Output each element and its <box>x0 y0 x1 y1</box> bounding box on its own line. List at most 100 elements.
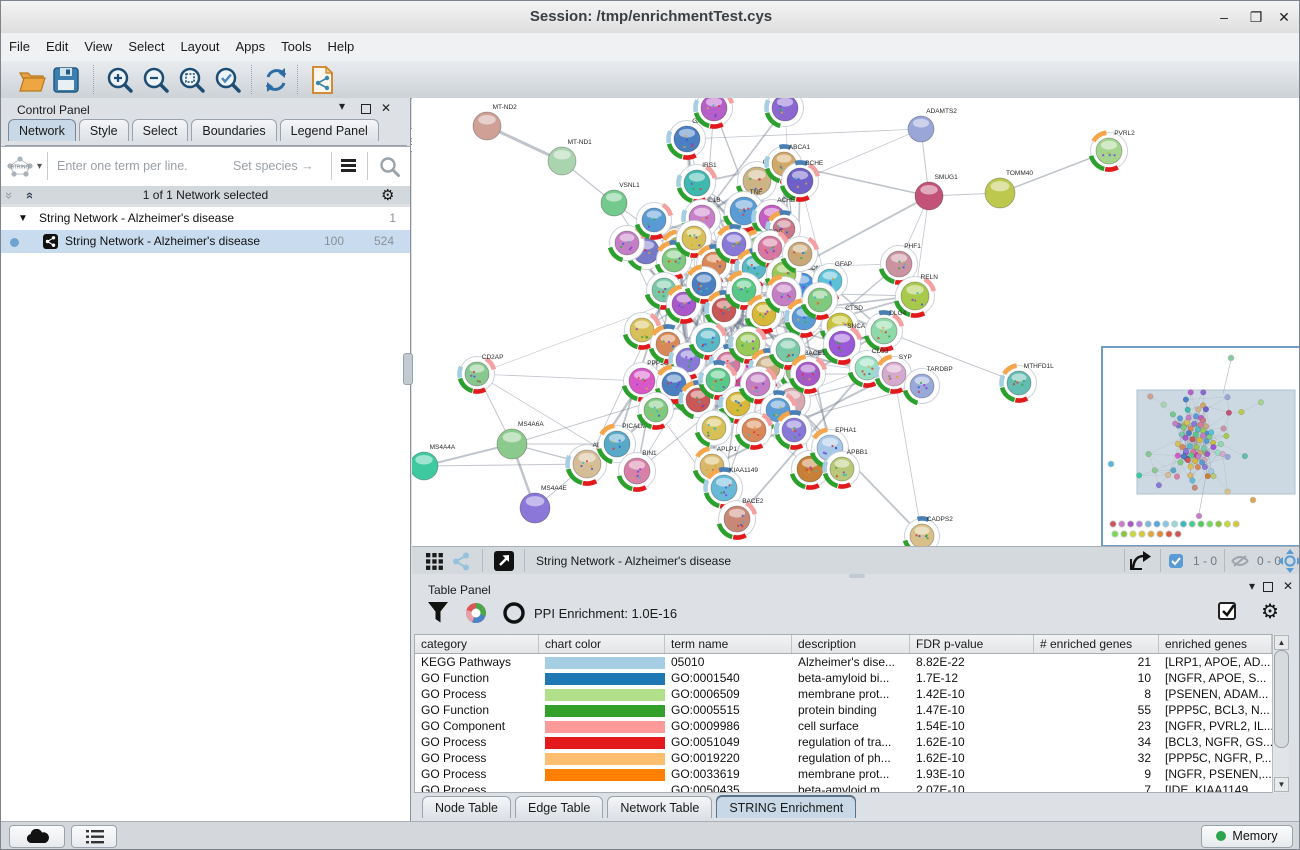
menu-edit[interactable]: Edit <box>45 39 69 54</box>
zoom-selected-icon[interactable] <box>213 65 243 95</box>
string-query-placeholder[interactable]: Enter one term per line. <box>57 159 188 173</box>
panel-float-menu-icon[interactable]: ▾ <box>1248 579 1255 593</box>
enrichment-row[interactable]: GO Process GO:0033619 membrane prot... 1.93… <box>415 766 1286 782</box>
network-node-TOMM40[interactable]: TOMM40 <box>984 170 1033 209</box>
network-node[interactable] <box>607 225 647 263</box>
panel-close-icon[interactable]: ✕ <box>381 101 392 115</box>
network-collection-row[interactable]: ▼ String Network - Alzheimer's disease 1 <box>1 207 410 230</box>
network-node-DLG4[interactable]: DLG4 <box>863 310 907 352</box>
panel-float-icon[interactable] <box>361 104 371 114</box>
scroll-down-arrow[interactable]: ▼ <box>1274 777 1289 792</box>
network-node-MS4A4A[interactable]: MS4A4A <box>409 444 456 481</box>
column-header-enriched-genes[interactable]: enriched genes <box>1159 635 1272 653</box>
network-node-APBB1[interactable]: APBB1 <box>822 449 869 489</box>
zoom-out-icon[interactable] <box>141 65 171 95</box>
panel-float-icon[interactable] <box>1263 582 1273 592</box>
tree-expander-icon[interactable]: ▼ <box>18 213 28 224</box>
panel-divider-grip[interactable] <box>403 353 413 385</box>
network-node-CADPS2[interactable]: CADPS2 <box>902 516 954 556</box>
network-node[interactable] <box>774 410 812 450</box>
network-node[interactable] <box>684 264 722 304</box>
task-list-button[interactable] <box>71 825 117 848</box>
menu-tools[interactable]: Tools <box>281 39 312 54</box>
tab-node-table[interactable]: Node Table <box>422 796 512 818</box>
network-node[interactable] <box>724 270 762 310</box>
pie-chart-icon[interactable] <box>464 601 488 625</box>
network-node[interactable] <box>688 322 728 360</box>
table-scrollbar[interactable]: ▲ ▼ <box>1272 634 1289 793</box>
menu-view[interactable]: View <box>84 39 113 54</box>
set-species-label[interactable]: Set species → <box>233 159 314 173</box>
column-header--enriched-genes[interactable]: # enriched genes <box>1034 635 1159 653</box>
ring-chart-icon[interactable] <box>502 601 526 625</box>
scroll-up-arrow[interactable]: ▲ <box>1274 635 1289 650</box>
string-menu-icon[interactable] <box>341 159 356 172</box>
network-canvas[interactable]: MT-ND2 MT-ND1 VSNL1 GAB2 ADAMTS2 PVRL2 SMUG1 TO… <box>409 89 1299 556</box>
network-row[interactable]: String Network - Alzheimer's disease 100… <box>1 230 410 253</box>
open-file-icon[interactable] <box>17 65 47 95</box>
network-node[interactable] <box>788 354 828 394</box>
enrichment-row[interactable]: GO Process GO:0019220 regulation of ph... 1… <box>415 750 1286 766</box>
tab-select[interactable]: Select <box>131 119 189 141</box>
network-node[interactable] <box>764 89 804 129</box>
column-header-fdr-p-value[interactable]: FDR p-value <box>910 635 1034 653</box>
enrichment-row[interactable]: GO Function GO:0005515 protein binding 1.47… <box>415 702 1286 718</box>
network-node[interactable] <box>636 392 674 430</box>
menu-file[interactable]: File <box>9 39 30 54</box>
memory-button[interactable]: Memory <box>1201 825 1293 848</box>
enrichment-row[interactable]: GO Process GO:0051049 regulation of tra...… <box>415 734 1286 750</box>
open-in-new-icon[interactable] <box>494 551 514 571</box>
enrichment-row[interactable]: KEGG Pathways 05010 Alzheimer's dise... 8.8… <box>415 654 1286 670</box>
string-search-icon[interactable] <box>379 156 401 178</box>
enrichment-row[interactable]: GO Function GO:0001540 beta-amyloid bi... 1… <box>415 670 1286 686</box>
network-node-VSNL1[interactable]: VSNL1 <box>600 182 640 217</box>
panel-float-menu-icon[interactable]: ▾ <box>339 99 346 113</box>
tab-network[interactable]: Network <box>8 119 76 141</box>
network-node-SNCA[interactable]: SNCA <box>821 323 866 365</box>
network-node-MT-ND1[interactable]: MT-ND1 <box>547 139 592 176</box>
menu-select[interactable]: Select <box>128 39 165 54</box>
tab-string-enrichment[interactable]: STRING Enrichment <box>716 796 857 818</box>
menu-layout[interactable]: Layout <box>180 39 220 54</box>
tab-edge-table[interactable]: Edge Table <box>515 796 604 818</box>
network-node[interactable] <box>694 410 732 448</box>
enrichment-row[interactable]: GO Process GO:0006509 membrane prot... 1.42… <box>415 686 1286 702</box>
network-node[interactable] <box>698 360 738 400</box>
column-header-term-name[interactable]: term name <box>665 635 792 653</box>
close-button[interactable]: ✕ <box>1278 9 1290 25</box>
network-node-PHF1[interactable]: PHF1 <box>878 243 922 285</box>
network-node-SMUG1[interactable]: SMUG1 <box>914 174 958 211</box>
zoom-fit-icon[interactable] <box>177 65 207 95</box>
network-node-TARDBP[interactable]: TARDBP <box>902 366 953 406</box>
panel-close-icon[interactable]: ✕ <box>1282 579 1293 593</box>
cloud-button[interactable] <box>9 825 65 848</box>
splitter-grip[interactable] <box>849 574 865 578</box>
network-node-TNF[interactable]: TNF <box>722 189 764 233</box>
share-network-icon[interactable] <box>452 552 470 571</box>
select-columns-icon[interactable] <box>1218 602 1239 623</box>
network-node-SYP[interactable]: SYP <box>874 354 912 394</box>
network-node-ADAMTS2[interactable]: ADAMTS2 <box>907 108 957 143</box>
network-node[interactable] <box>780 236 820 274</box>
save-icon[interactable] <box>51 65 81 95</box>
network-node[interactable] <box>693 89 735 129</box>
column-header-category[interactable]: category <box>415 635 539 653</box>
network-node-PICALM[interactable]: PICALM <box>596 423 647 465</box>
network-node-IRS1[interactable]: IRS1 <box>676 162 718 204</box>
network-node-GAB2[interactable]: GAB2 <box>666 118 710 160</box>
export-network-icon[interactable] <box>1129 550 1153 572</box>
network-options-gear-icon[interactable]: ⚙ <box>381 187 395 204</box>
enrichment-row[interactable]: GO Component GO:0009986 cell surface 1.54E-… <box>415 718 1286 734</box>
birdseye-view[interactable] <box>1101 346 1299 547</box>
network-node-PVRL2[interactable]: PVRL2 <box>1088 130 1136 172</box>
tab-boundaries[interactable]: Boundaries <box>191 119 277 141</box>
network-node-BCHE[interactable]: BCHE <box>779 160 824 202</box>
minimize-button[interactable]: – <box>1220 9 1228 25</box>
network-node[interactable] <box>734 412 774 450</box>
birdseye-viewport-rect[interactable] <box>1136 389 1296 495</box>
refresh-icon[interactable] <box>261 65 291 95</box>
network-node[interactable] <box>634 202 674 240</box>
string-logo-icon[interactable]: STRING <box>5 154 35 180</box>
enrichment-row[interactable]: GO Process GO:0050435 beta-amyloid m... 2.0… <box>415 782 1286 792</box>
grid-view-icon[interactable] <box>426 553 443 570</box>
